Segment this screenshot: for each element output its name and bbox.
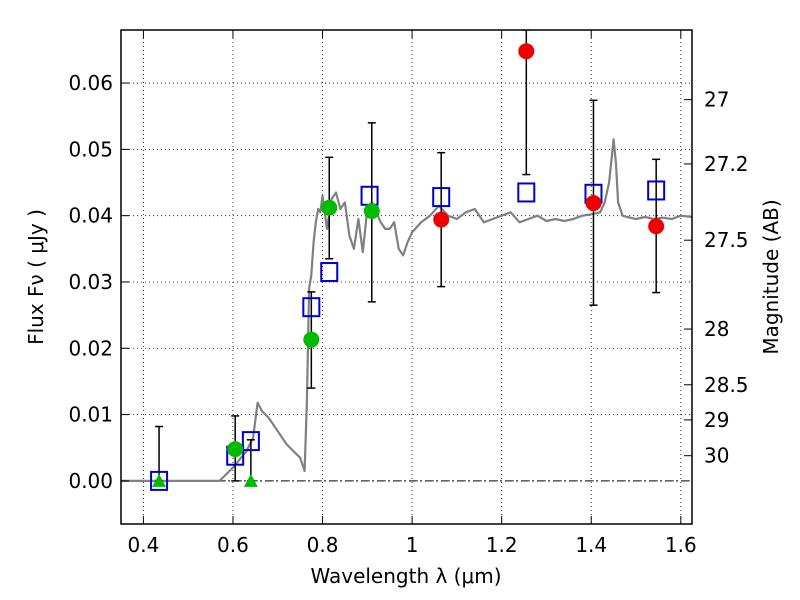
y2-tick-label: 29 — [704, 408, 729, 432]
y2-tick-label: 27 — [704, 88, 729, 112]
model-flux-square — [432, 187, 451, 208]
upper-limit-triangle — [243, 473, 258, 487]
y-tick-label: 0.02 — [68, 336, 113, 360]
green-detection-point — [321, 199, 338, 216]
y-tick-label: 0.05 — [68, 137, 113, 161]
y-tick-label: 0.06 — [68, 71, 113, 95]
model-flux-square — [241, 431, 260, 452]
plot-area — [121, 30, 692, 524]
green-detection-point — [303, 331, 320, 348]
x-tick-label: 0.4 — [127, 533, 159, 557]
model-flux-square — [320, 262, 339, 283]
x-tick-label: 0.8 — [307, 533, 339, 557]
spectrum-layer — [121, 138, 692, 482]
x-tick-label: 1.6 — [665, 533, 697, 557]
model-flux-square — [517, 182, 536, 203]
x-tick-label: 1 — [406, 533, 419, 557]
y2-tick-label: 30 — [704, 444, 729, 468]
y-tick-label: 0.01 — [68, 403, 113, 427]
green-detection-point — [363, 203, 380, 220]
x-axis-title: Wavelength λ (μm) — [310, 564, 501, 588]
tick-layer: 0.4 0.6 0.8 1 1.2 1.4 1.6 0.00 0.01 0.02 0.03 0.04 0… — [68, 30, 749, 557]
plot-frame — [120, 29, 693, 525]
x-tick-label: 0.6 — [217, 533, 249, 557]
detection-layer — [152, 43, 665, 487]
x-tick-label: 1.4 — [575, 533, 607, 557]
model-flux-square — [150, 470, 169, 491]
green-detection-point — [227, 441, 244, 458]
spectrum-line — [121, 138, 692, 482]
y2-tick-label: 28 — [704, 317, 729, 341]
red-detection-point — [648, 218, 665, 235]
y2-tick-label: 28.5 — [704, 373, 749, 397]
y-axis-title: Flux Fν ( μJy ) — [24, 209, 48, 345]
x-tick-label: 1.2 — [486, 533, 518, 557]
red-detection-point — [433, 211, 450, 228]
red-detection-point — [585, 195, 602, 212]
model-flux-square — [647, 180, 666, 201]
y-tick-label: 0.04 — [68, 204, 113, 228]
red-detection-point — [518, 43, 535, 60]
y2-tick-label: 27.2 — [704, 152, 749, 176]
upper-limit-triangle — [152, 473, 167, 487]
model-flux-square — [302, 297, 321, 318]
y2-axis-title: Magnitude (AB) — [759, 199, 783, 354]
y-tick-label: 0.03 — [68, 270, 113, 294]
y-tick-label: 0.00 — [68, 469, 113, 493]
y2-tick-label: 27.5 — [704, 228, 749, 252]
